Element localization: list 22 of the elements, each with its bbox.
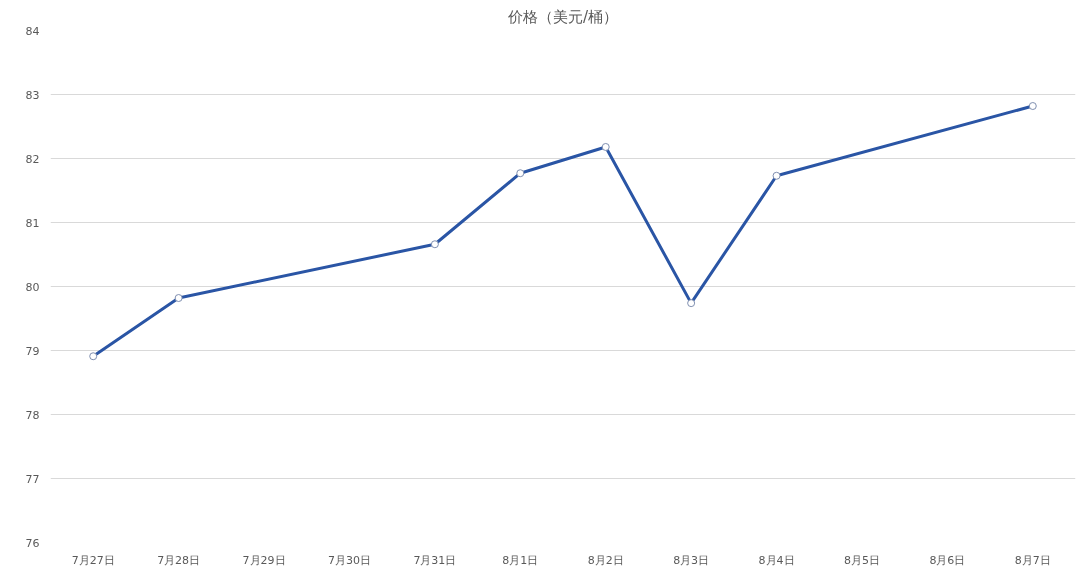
x-tick-label: 8月5日 — [843, 553, 880, 567]
x-tick-label: 7月29日 — [242, 553, 286, 567]
y-tick-label: 84 — [25, 24, 40, 38]
y-tick-label: 83 — [25, 88, 40, 102]
x-tick-label: 7月31日 — [413, 553, 457, 567]
y-tick-label: 80 — [25, 280, 40, 294]
x-tick-label: 8月6日 — [929, 553, 966, 567]
y-tick-label: 79 — [25, 344, 40, 358]
x-tick-label: 8月4日 — [758, 553, 795, 567]
y-tick-label: 81 — [25, 216, 40, 230]
y-tick-label: 78 — [25, 408, 40, 422]
y-tick-label: 77 — [25, 472, 40, 486]
y-tick-label: 82 — [25, 152, 40, 166]
x-tick-label: 8月1日 — [502, 553, 539, 567]
x-tick-label: 7月28日 — [157, 553, 201, 567]
x-tick-label: 7月27日 — [71, 553, 115, 567]
x-tick-label: 8月3日 — [673, 553, 710, 567]
y-tick-label: 76 — [25, 536, 40, 550]
x-tick-label: 7月30日 — [327, 553, 371, 567]
x-tick-label: 8月2日 — [587, 553, 624, 567]
x-tick-label: 8月7日 — [1014, 553, 1051, 567]
chart-title: 价格（美元/桶） — [506, 7, 619, 26]
